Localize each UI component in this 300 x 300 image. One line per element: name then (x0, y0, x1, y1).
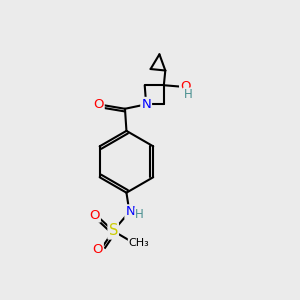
Text: N: N (141, 98, 151, 111)
Text: N: N (125, 205, 135, 218)
Text: O: O (93, 98, 104, 111)
Text: S: S (109, 224, 118, 238)
Text: H: H (184, 88, 192, 101)
Text: O: O (89, 208, 100, 222)
Text: O: O (92, 243, 103, 256)
Text: H: H (135, 208, 144, 221)
Text: CH₃: CH₃ (129, 238, 149, 248)
Text: O: O (180, 80, 190, 93)
